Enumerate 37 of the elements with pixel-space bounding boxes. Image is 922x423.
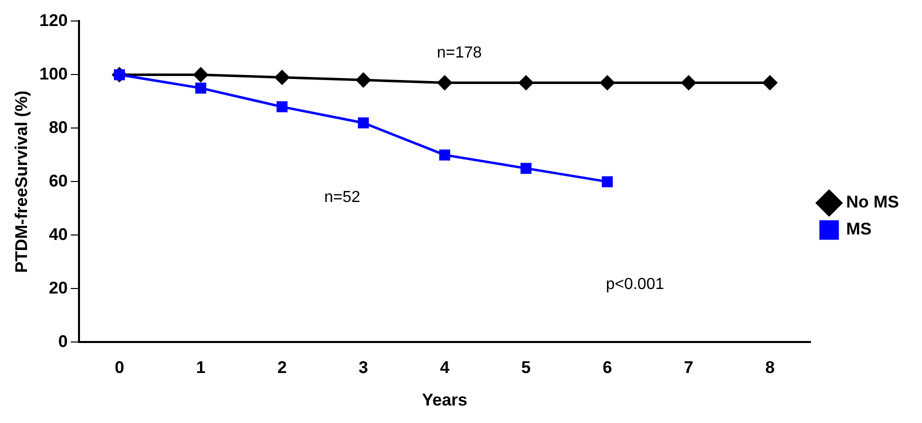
legend-label: No MS	[846, 192, 900, 212]
point	[602, 176, 613, 188]
y-tick-label: 60	[48, 171, 68, 190]
point	[193, 67, 208, 82]
legend-label: MS	[846, 220, 872, 239]
y-tick-label: 40	[48, 224, 68, 244]
point	[681, 75, 696, 90]
point	[274, 70, 290, 85]
x-tick-label: 8	[765, 358, 775, 378]
y-tick-label: 0	[58, 332, 68, 351]
y-tick-label: 100	[39, 64, 68, 84]
y-tick-label: 120	[39, 10, 68, 30]
point	[762, 75, 778, 90]
x-tick-label: 5	[521, 358, 531, 378]
point	[358, 117, 369, 128]
point	[276, 101, 288, 112]
y-tick-label: 80	[48, 118, 68, 137]
x-tick-label: 4	[440, 358, 450, 378]
annotation: p<0.001	[606, 276, 664, 293]
x-tick-label: 2	[277, 358, 287, 378]
point	[437, 75, 452, 90]
point	[356, 72, 371, 88]
annotation: n=178	[436, 44, 482, 62]
x-tick-label: 1	[196, 358, 206, 378]
point	[195, 82, 206, 94]
x-tick-label: 6	[602, 358, 612, 378]
x-tick-label: 3	[358, 358, 368, 378]
point	[520, 162, 532, 174]
point	[600, 75, 615, 90]
point	[439, 149, 450, 160]
x-axis-title: Years	[422, 390, 468, 410]
x-tick-label: 0	[114, 358, 124, 378]
y-tick-label: 20	[48, 278, 68, 298]
y-axis-title: PTDM-freeSurvival (%)	[12, 90, 31, 273]
point	[518, 75, 534, 90]
x-tick-label: 7	[684, 358, 694, 378]
annotation: n=52	[324, 189, 360, 206]
